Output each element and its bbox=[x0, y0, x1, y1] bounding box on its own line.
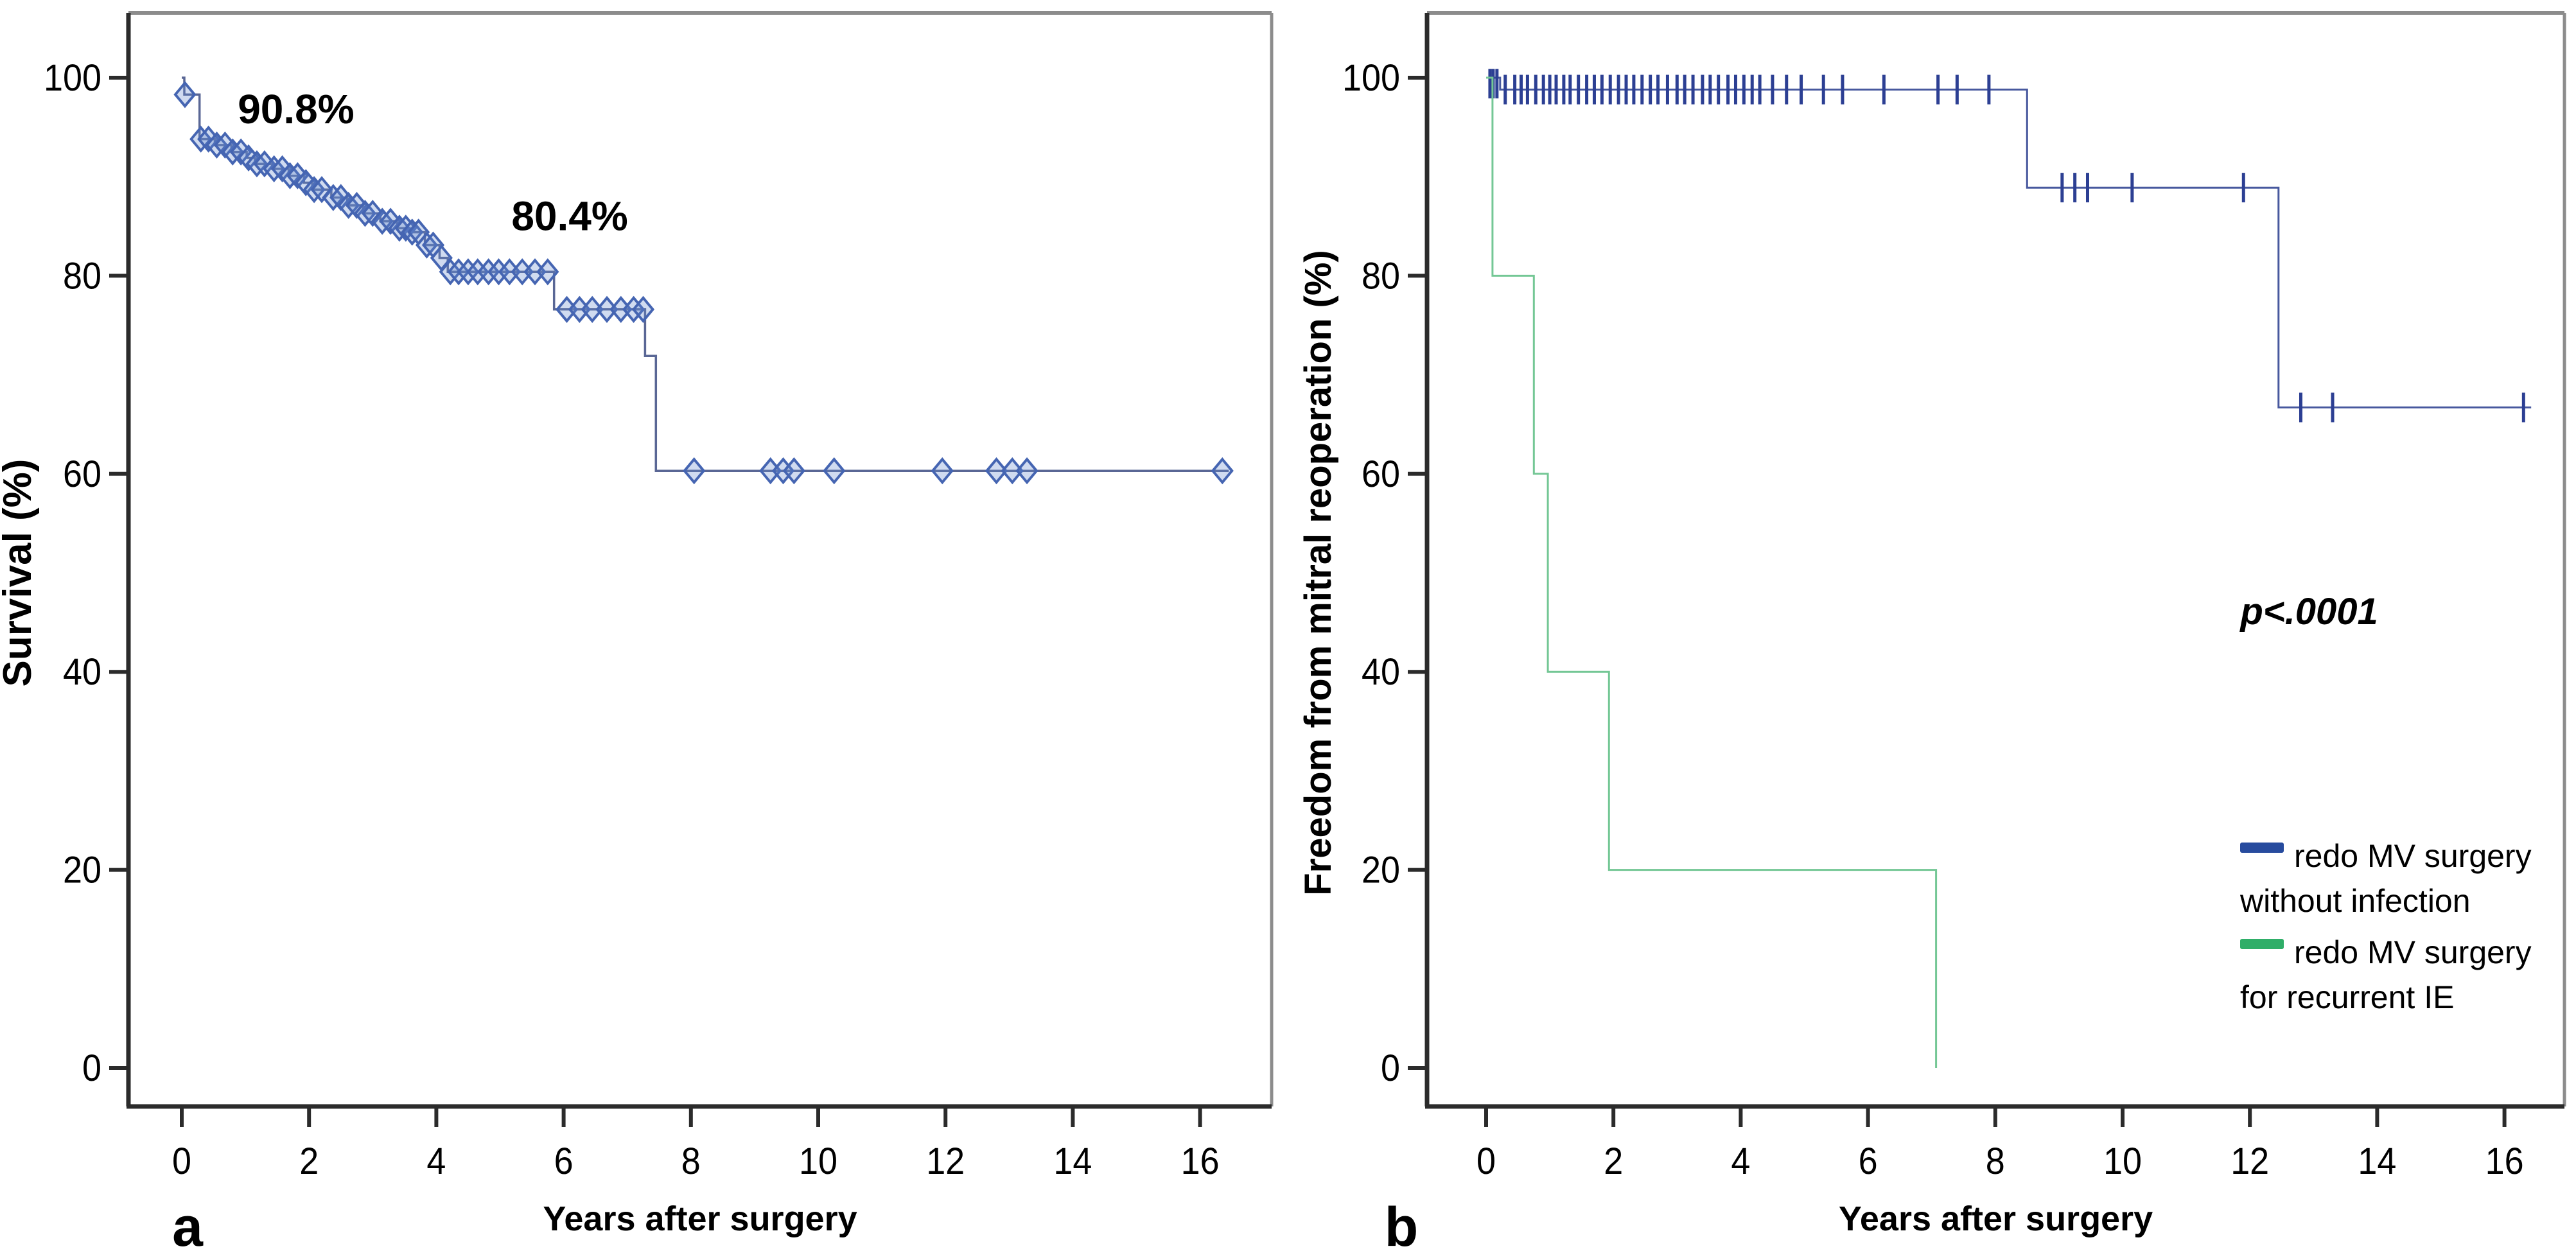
x-tick-label: 10 bbox=[2103, 1140, 2142, 1182]
x-tick-label: 8 bbox=[681, 1140, 701, 1182]
x-tick-label: 4 bbox=[426, 1140, 446, 1182]
censor-diamond-icon bbox=[823, 457, 846, 485]
x-tick-label: 8 bbox=[1986, 1140, 2005, 1182]
y-tick-label: 0 bbox=[82, 1047, 101, 1089]
x-tick-label: 16 bbox=[1181, 1140, 1220, 1182]
y-axis-title: Survival (%) bbox=[0, 459, 40, 687]
y-tick-label: 80 bbox=[63, 255, 101, 297]
censor-diamond-icon bbox=[173, 81, 197, 109]
x-tick-label: 2 bbox=[299, 1140, 319, 1182]
panel-letter-a: a bbox=[172, 1196, 204, 1258]
y-tick-label: 60 bbox=[63, 453, 101, 495]
series-redo-mv-surgery-for-recurrent-ie bbox=[1486, 76, 1938, 1068]
censor-diamond-icon bbox=[536, 258, 559, 286]
censor-diamond-icon bbox=[1015, 457, 1038, 485]
panel-b: 0 20 40 60 80 100 0 2 4 6 8 10 12 14 16 Years after sur… bbox=[1297, 11, 2566, 1258]
legend-label-line: for recurrent IE bbox=[2240, 979, 2454, 1015]
legend: redo MV surgery without infection redo MV … bbox=[2239, 838, 2532, 1015]
censor-diamond-icon bbox=[985, 457, 1008, 485]
y-tick-label: 40 bbox=[63, 651, 101, 693]
km-step-curve bbox=[182, 76, 1229, 472]
y-tick-label: 60 bbox=[1362, 453, 1400, 495]
x-tick-label: 4 bbox=[1731, 1140, 1750, 1182]
series-redo-mv-surgery-without-infection bbox=[1486, 69, 2532, 423]
x-tick-label: 16 bbox=[2485, 1140, 2524, 1182]
x-tick-label: 0 bbox=[172, 1140, 191, 1182]
y-tick-label: 20 bbox=[1362, 850, 1400, 891]
censor-diamond-icon bbox=[361, 200, 384, 227]
censor-diamond-icon bbox=[931, 457, 954, 485]
x-axis-title: Years after surgery bbox=[543, 1200, 857, 1238]
x-tick-label: 12 bbox=[2230, 1140, 2269, 1182]
y-axis-title: Freedom from mitral reoperation (%) bbox=[1297, 250, 1339, 895]
series-overall-survival bbox=[173, 76, 1234, 485]
censor-diamond-icon bbox=[245, 150, 268, 178]
x-tick-label: 0 bbox=[1476, 1140, 1496, 1182]
censor-diamond-icon bbox=[401, 218, 424, 246]
x-tick-label: 6 bbox=[554, 1140, 574, 1182]
censor-diamond-icon bbox=[302, 176, 326, 204]
censor-diamond-icon bbox=[1001, 457, 1024, 485]
y-tick-label: 20 bbox=[63, 850, 101, 891]
censor-diamond-icon bbox=[322, 184, 345, 211]
x-axis-title: Years after surgery bbox=[1839, 1200, 2153, 1238]
y-tick-label: 80 bbox=[1362, 255, 1400, 297]
censor-diamond-icon bbox=[415, 231, 439, 259]
annotation-label: 80.4% bbox=[511, 193, 627, 239]
censor-diamond-icon bbox=[782, 457, 805, 485]
legend-swatch-icon bbox=[2240, 843, 2284, 853]
censor-diamond-icon bbox=[631, 295, 655, 323]
censor-diamond-icon bbox=[1211, 457, 1234, 485]
legend-label-line: without infection bbox=[2239, 883, 2471, 919]
x-tick-label: 6 bbox=[1859, 1140, 1878, 1182]
panel-a: 0 20 40 60 80 100 0 2 4 6 8 10 12 14 16 Years after sur… bbox=[0, 11, 1274, 1258]
x-tick-label: 14 bbox=[1053, 1140, 1092, 1182]
km-step-curve bbox=[1486, 76, 2532, 408]
legend-label-line: redo MV surgery bbox=[2294, 934, 2532, 970]
panel-letter-b: b bbox=[1385, 1196, 1419, 1258]
y-tick-label: 40 bbox=[1362, 651, 1400, 693]
censor-diamond-icon bbox=[278, 162, 302, 189]
x-tick-label: 2 bbox=[1604, 1140, 1623, 1182]
y-tick-label: 100 bbox=[44, 57, 101, 99]
y-tick-label: 0 bbox=[1381, 1047, 1400, 1089]
x-tick-label: 10 bbox=[799, 1140, 837, 1182]
censor-diamond-icon bbox=[683, 457, 706, 485]
km-step-curve bbox=[1486, 76, 1938, 1068]
legend-label-line: redo MV surgery bbox=[2294, 838, 2532, 874]
censor-diamond-icon bbox=[581, 295, 604, 323]
annotation-label: p<.0001 bbox=[2239, 591, 2378, 633]
x-tick-label: 12 bbox=[926, 1140, 965, 1182]
legend-swatch-icon bbox=[2240, 939, 2284, 949]
censor-diamond-icon bbox=[379, 207, 402, 235]
censor-diamond-icon bbox=[353, 200, 377, 227]
y-tick-label: 100 bbox=[1342, 57, 1400, 99]
x-tick-label: 14 bbox=[2358, 1140, 2396, 1182]
annotation-label: 90.8% bbox=[238, 86, 354, 132]
